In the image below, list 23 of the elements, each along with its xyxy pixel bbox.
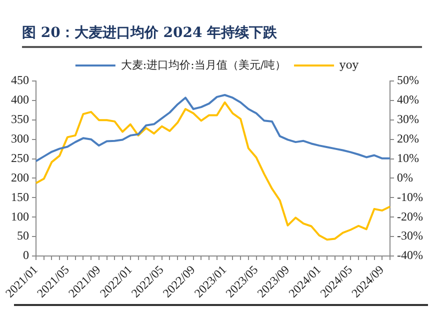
- y-tick-label: 300: [11, 131, 29, 146]
- y2-tick-label: -30%: [397, 228, 424, 243]
- y-tick-label: 200: [11, 170, 29, 184]
- y2-tick-label: -10%: [397, 190, 424, 204]
- y2-tick-label: 10%: [397, 150, 420, 165]
- legend-label: yoy: [338, 58, 360, 72]
- y2-tick-label: 40%: [397, 92, 420, 107]
- y-tick-label: 400: [11, 92, 29, 107]
- y-tick-label: 350: [11, 112, 29, 126]
- chart-title: 图 20：大麦进口均价 2024 年持续下跌: [22, 24, 422, 48]
- y-tick-label: 0: [23, 248, 29, 262]
- y2-tick-label: 20%: [397, 131, 420, 146]
- y-tick-label: 450: [11, 73, 29, 88]
- y2-tick-label: -40%: [397, 248, 424, 262]
- y-tick-label: 250: [11, 150, 29, 165]
- y-tick-label: 100: [11, 209, 29, 224]
- y2-tick-label: 30%: [397, 112, 420, 126]
- y-tick-label: 150: [11, 190, 29, 204]
- y2-tick-label: 0%: [397, 170, 414, 184]
- y-tick-label: 50: [17, 228, 29, 243]
- legend-label: 大麦:进口均价:当月值（美元/吨）: [120, 58, 286, 72]
- y2-tick-label: -20%: [397, 209, 424, 224]
- y2-tick-label: 50%: [397, 73, 420, 88]
